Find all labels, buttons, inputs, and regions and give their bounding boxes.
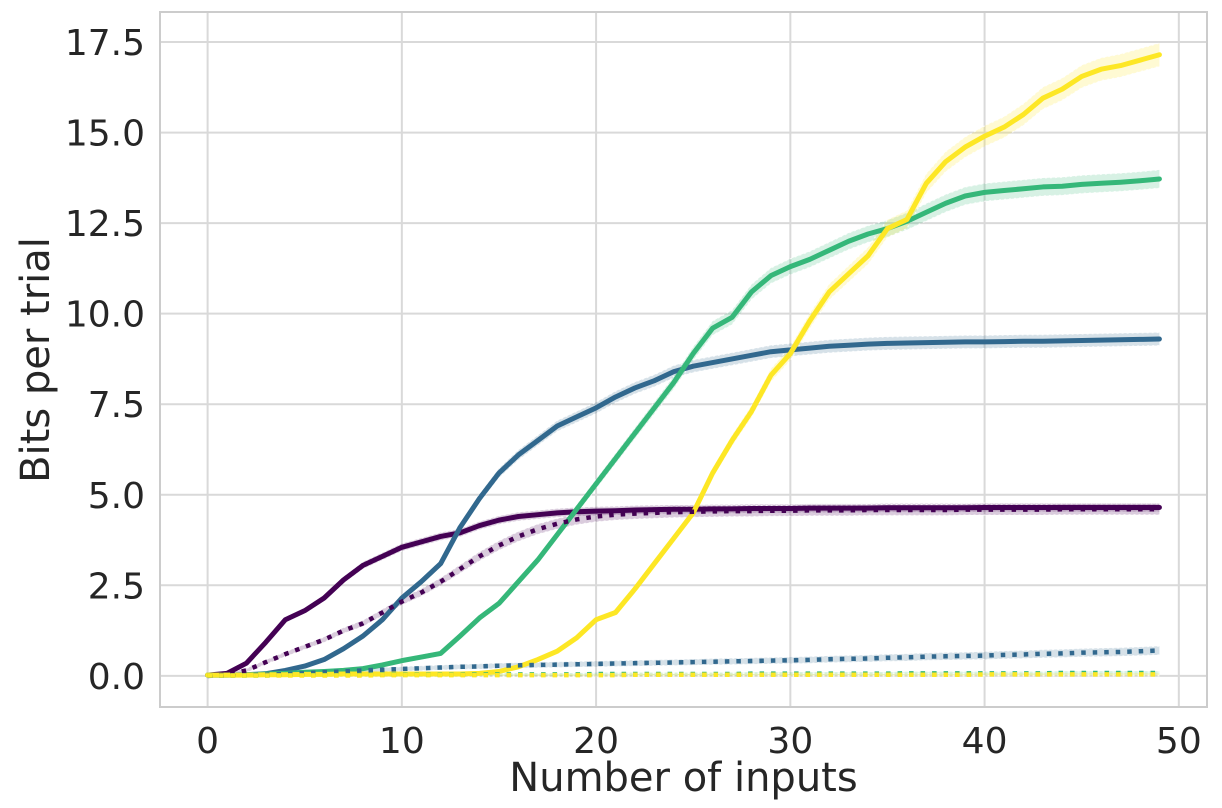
y-tick-label: 5.0 [88,476,145,517]
x-tick-label: 0 [196,721,219,762]
x-tick-label: 30 [767,721,813,762]
series-solid-yellow-band-edge [207,65,1160,678]
y-tick-label: 10.0 [65,295,145,336]
x-axis-label: Number of inputs [509,755,858,801]
y-tick-label: 7.5 [88,385,145,426]
y-tick-label: 12.5 [65,204,145,245]
x-tick-label: 20 [573,721,619,762]
series-solid-purple-band-edge [207,502,1160,674]
series-solid-green-line [205,176,1162,678]
series-solid-blue-band-edge [207,331,1160,674]
y-tick-label: 2.5 [88,566,145,607]
series-solid-purple-line [205,504,1162,678]
plot-frame [159,11,1208,708]
series-dotted-blue-band [207,646,1160,678]
y-axis-label: Bits per trial [13,237,59,483]
series-dotted-purple-line [207,507,1160,679]
series-solid-green-band-edge [207,169,1160,674]
series-solid-yellow-line [205,52,1162,678]
series-solid-green-band-edge [207,187,1160,678]
series-dotted-purple-band-edge [207,503,1160,675]
series-solid-green-band [207,169,1160,678]
series-dotted-blue-band-edge [207,654,1160,678]
series-solid-yellow-band-edge [207,42,1160,674]
x-tick-label: 50 [1156,721,1202,762]
series-dotted-blue-line [207,648,1160,679]
y-tick-label: 0.0 [88,657,145,698]
y-tick-label: 15.0 [65,114,145,155]
y-tick-label: 17.5 [65,23,145,64]
series-dotted-blue-band-edge [207,645,1160,676]
x-tick-label: 40 [962,721,1008,762]
series-solid-yellow-band [207,43,1160,677]
x-tick-label: 10 [379,721,425,762]
series-dotted-yellow-line [207,672,1160,678]
